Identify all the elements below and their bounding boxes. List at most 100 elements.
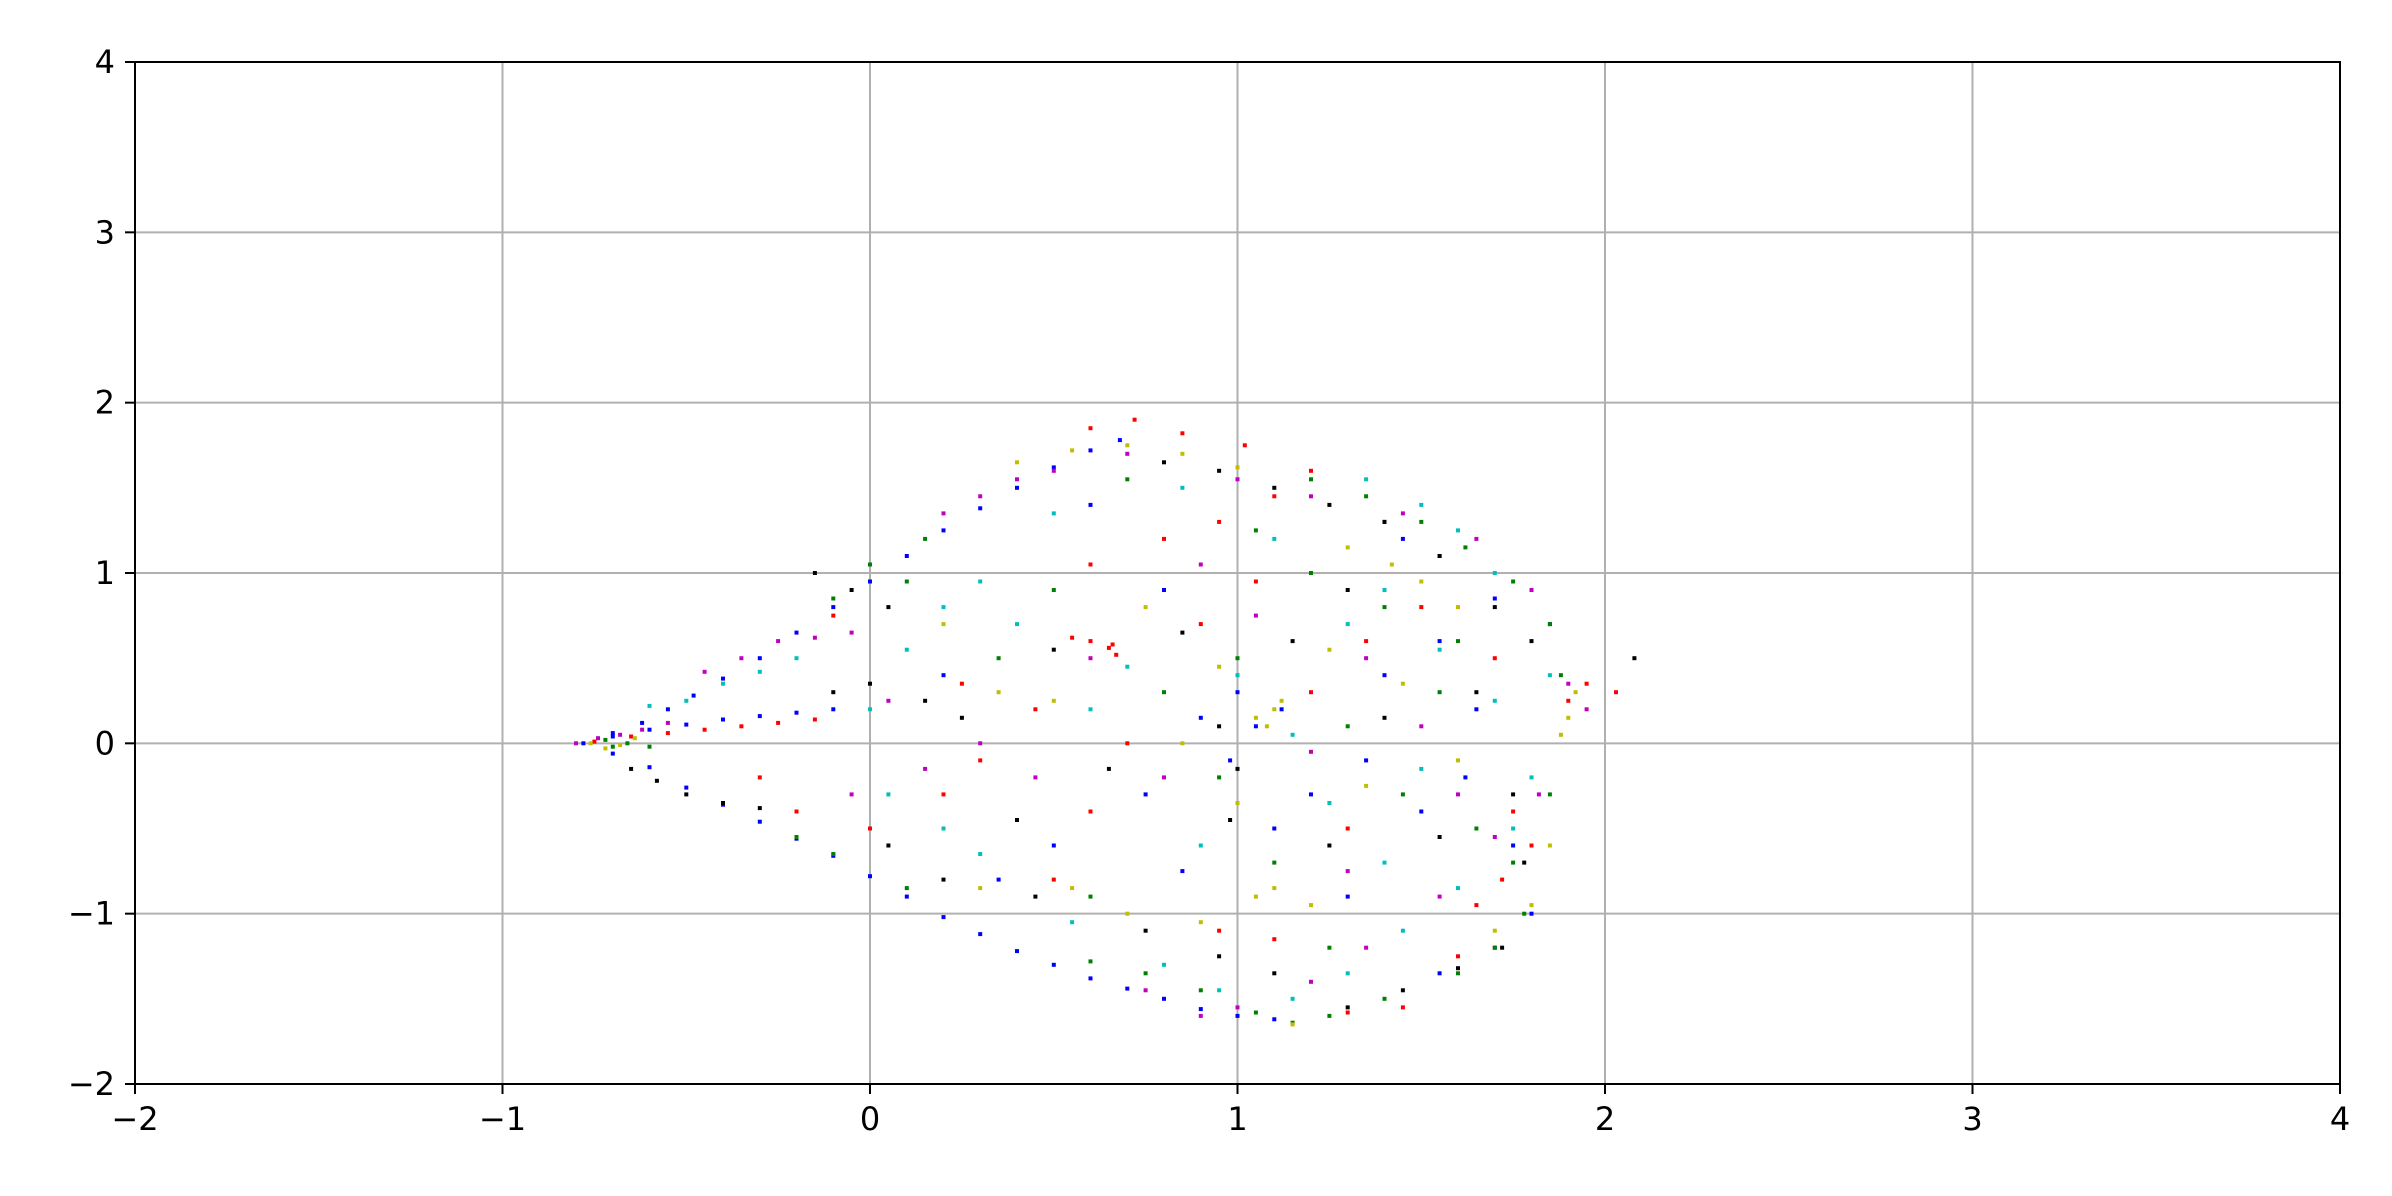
data-point	[831, 690, 836, 695]
data-point	[1419, 579, 1424, 584]
data-point	[1536, 792, 1541, 797]
data-point	[647, 727, 652, 732]
data-point	[1180, 451, 1185, 456]
data-point	[978, 741, 983, 746]
data-point	[1290, 639, 1295, 644]
data-point	[632, 736, 637, 741]
data-point	[1345, 622, 1350, 627]
data-point	[1198, 562, 1203, 567]
data-point	[978, 579, 983, 584]
data-point	[1327, 1013, 1332, 1018]
data-point	[1272, 937, 1277, 942]
data-point	[1088, 562, 1093, 567]
data-point	[1015, 477, 1019, 482]
data-point	[1143, 988, 1148, 993]
y-axis-ticks: −2 −1 0 1 2 3 4	[68, 43, 135, 1103]
x-tick-label: 2	[1595, 1100, 1615, 1138]
data-point	[1180, 431, 1185, 436]
data-point	[1180, 485, 1185, 490]
data-point	[1070, 920, 1075, 925]
data-point	[978, 932, 983, 937]
data-point	[1088, 656, 1093, 661]
data-point	[1253, 894, 1258, 899]
data-point	[1463, 775, 1468, 780]
data-point	[1235, 766, 1240, 771]
data-point	[1051, 962, 1056, 967]
data-point	[1162, 536, 1166, 541]
data-point	[702, 727, 707, 732]
data-point	[1547, 792, 1552, 797]
data-point	[1566, 715, 1571, 720]
data-point	[625, 741, 630, 746]
data-point	[1529, 903, 1534, 908]
data-point	[629, 766, 634, 771]
data-point	[831, 852, 836, 856]
data-point	[1198, 622, 1203, 627]
data-point	[1389, 562, 1394, 567]
data-point	[1309, 494, 1313, 499]
data-point	[1088, 959, 1093, 964]
data-point	[1492, 656, 1497, 661]
data-point	[1125, 664, 1130, 669]
data-point	[1584, 707, 1589, 712]
data-point	[1051, 877, 1056, 882]
data-point	[941, 622, 946, 627]
data-point	[1309, 792, 1313, 797]
data-point	[757, 806, 762, 811]
data-point	[1217, 724, 1222, 729]
data-point	[1217, 988, 1222, 993]
y-tick-label: −1	[68, 895, 115, 933]
data-point	[1511, 809, 1516, 814]
data-point	[1500, 877, 1505, 882]
data-point	[1070, 635, 1075, 640]
data-point	[1364, 783, 1369, 788]
data-point	[1272, 826, 1277, 831]
data-point	[941, 605, 946, 610]
data-point	[684, 792, 689, 797]
data-point	[1511, 792, 1516, 797]
data-point	[610, 731, 615, 736]
data-point	[1382, 715, 1387, 720]
data-point	[1015, 622, 1019, 627]
data-point	[1547, 673, 1552, 678]
data-point	[757, 775, 762, 780]
data-point	[1474, 903, 1479, 908]
data-point	[1511, 826, 1516, 831]
data-point	[1015, 818, 1019, 822]
data-point	[1437, 835, 1442, 839]
data-point	[1492, 945, 1497, 950]
data-point	[1419, 605, 1424, 610]
data-point	[1114, 652, 1119, 657]
data-points	[574, 417, 1637, 1027]
data-point	[1382, 605, 1387, 610]
data-point	[794, 835, 799, 839]
data-point	[1198, 920, 1203, 925]
data-point	[757, 819, 762, 824]
data-point	[1033, 894, 1038, 899]
data-point	[1529, 775, 1534, 780]
data-point	[1558, 673, 1563, 678]
data-point	[868, 681, 872, 686]
data-point	[1522, 911, 1527, 916]
data-point	[1474, 536, 1479, 541]
data-point	[665, 731, 670, 736]
data-point	[1327, 843, 1332, 848]
data-point	[1051, 647, 1056, 652]
x-tick-label: −1	[479, 1100, 526, 1138]
x-tick-label: 4	[2330, 1100, 2350, 1138]
data-point	[1253, 579, 1258, 584]
data-point	[886, 698, 891, 703]
data-point	[978, 494, 983, 499]
data-point	[1364, 656, 1369, 661]
data-point	[1162, 690, 1166, 695]
data-point	[588, 741, 593, 746]
data-point	[1125, 477, 1130, 482]
data-point	[831, 613, 836, 618]
data-point	[1198, 843, 1203, 848]
data-point	[1419, 766, 1424, 771]
data-point	[941, 877, 946, 882]
data-point	[1272, 886, 1277, 891]
data-point	[603, 746, 608, 751]
data-point	[1272, 536, 1277, 541]
